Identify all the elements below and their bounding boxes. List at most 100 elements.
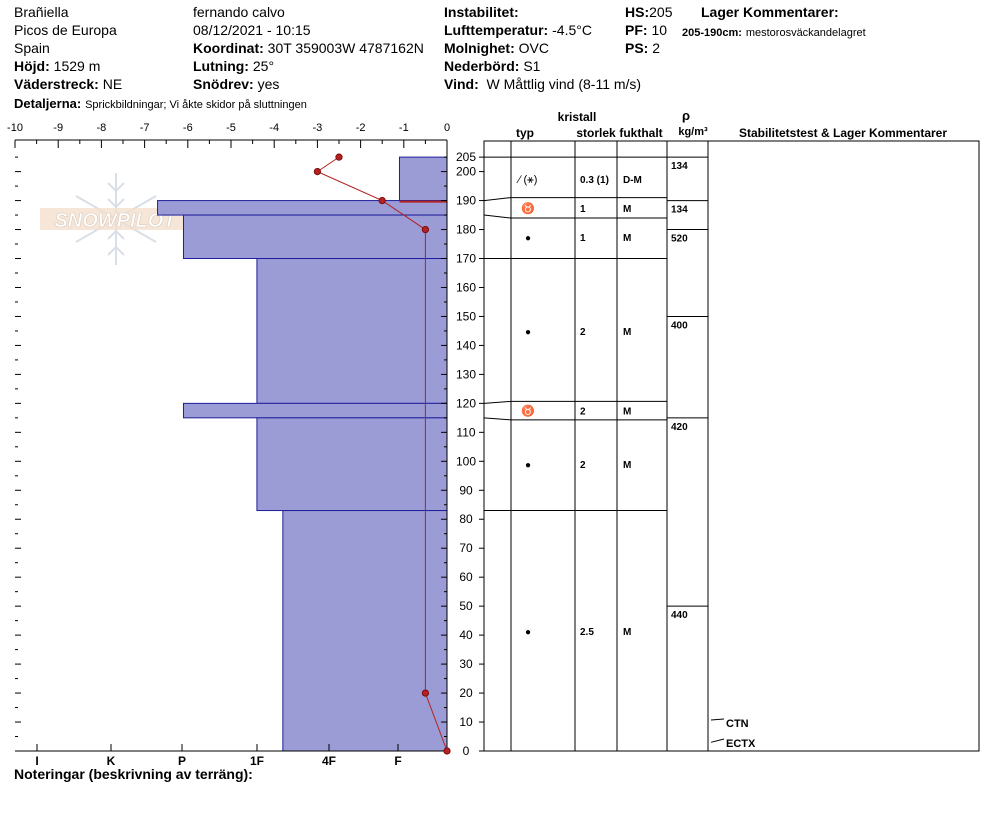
sky-cover-value: OVC [518, 40, 549, 56]
penetration-ski-label: PS: [625, 40, 649, 56]
layer-size: 0.3 (1) [580, 175, 609, 186]
layer-wetness: M [623, 233, 631, 244]
sky-cover: Molnighet: OVC [444, 40, 549, 57]
hardness-label: F [394, 754, 401, 768]
coordinates-label: Koordinat: [193, 40, 264, 56]
snow-drift-value: yes [257, 76, 280, 92]
temperature-point [335, 153, 343, 161]
details-label: Detaljerna: [14, 96, 82, 111]
table-frame [483, 140, 980, 752]
layer-connector [483, 214, 512, 219]
height-label: 140 [456, 338, 476, 352]
height-label: 90 [459, 483, 473, 497]
layer-comments-title: Lager Kommentarer: [701, 4, 839, 20]
hardness-bar-2 [182, 214, 448, 260]
notes-label: Noteringar (beskrivning av terräng): [14, 766, 253, 782]
aspect-value: NE [102, 76, 123, 92]
layer-table: kristall typ storlek fukthalt ρ kg/m³ Stabilit… [483, 108, 980, 752]
height-label: 200 [456, 165, 476, 179]
temp-tick-label: -3 [313, 122, 323, 134]
snow-drift: Snödrev: yes [193, 76, 279, 93]
air-temperature-label: Lufttemperatur: [444, 22, 549, 38]
chart-axes: -10 -9 -8 -7 -6 -5 -4 -3 -2 -1 0I K P 1F 4F F2052001901… [7, 122, 484, 768]
location-name: Brañiella [14, 4, 69, 20]
layer-size: 1 [580, 204, 586, 215]
temp-tick-label: -8 [97, 122, 107, 134]
slope: Lutning: 25° [193, 58, 274, 75]
height-label: 70 [459, 541, 473, 555]
elevation-value: 1529 m [53, 58, 101, 74]
temperature-point [421, 689, 429, 697]
header-stability: Stabilitetstest & Lager Kommentarer [739, 126, 947, 140]
observation-datetime: 08/12/2021 - 10:15 [193, 22, 311, 38]
wind: Vind: W Måttlig vind (8-11 m/s) [444, 76, 641, 93]
layer-wetness: M [623, 627, 631, 638]
hardness-bar-0 [398, 156, 448, 202]
height-label: 60 [459, 570, 473, 584]
sky-cover-label: Molnighet: [444, 40, 515, 56]
layer-comment-text: mestorosväckandelagret [745, 27, 866, 39]
height-label: 0 [463, 744, 470, 758]
elevation: Höjd: 1529 m [14, 58, 100, 75]
layer-wetness: M [623, 327, 631, 338]
temperature-point [421, 225, 429, 234]
layer-wetness: M [623, 460, 631, 471]
observer-name: fernando calvo [193, 4, 285, 20]
slope-value: 25° [252, 58, 275, 74]
layer-type: ♉ [521, 405, 535, 418]
layer-type: ∕ (⚹) [516, 174, 538, 186]
instability-label: Instabilitet: [444, 4, 519, 20]
height-label: 190 [456, 194, 476, 208]
header-wetness: fukthalt [619, 126, 662, 140]
layer-type: ♉ [521, 202, 535, 215]
temp-tick-label: -1 [399, 122, 409, 134]
penetration-foot-value: 10 [651, 22, 668, 38]
layer-size: 2 [580, 407, 586, 418]
layer-type: ● [525, 627, 531, 638]
snow-drift-label: Snödrev: [193, 76, 254, 92]
wind-label: Vind: [444, 76, 479, 92]
temperature-point [313, 168, 321, 176]
height-label: 150 [456, 309, 476, 323]
elevation-label: Höjd: [14, 58, 50, 74]
temp-tick-label: 0 [444, 122, 450, 134]
layer-size: 1 [580, 233, 586, 244]
density-value: 520 [671, 234, 688, 245]
layer-type: ● [525, 460, 531, 471]
layer-size: 2.5 [580, 627, 594, 638]
height-label: 170 [456, 252, 476, 266]
test-pointer [710, 718, 725, 721]
height-label: 50 [459, 599, 473, 613]
hardness-bar-3 [256, 258, 448, 404]
hardness-bar-5 [256, 417, 448, 512]
density-value: 134 [671, 161, 688, 172]
hardness-label: P [178, 754, 186, 768]
hardness-label: K [107, 754, 116, 768]
temperature-line [316, 156, 448, 752]
snowpilot-logo: SNOWPILOT [40, 173, 190, 265]
height-label: 180 [456, 223, 476, 237]
test-label: CTN [726, 718, 749, 730]
slope-label: Lutning: [193, 58, 249, 74]
header-crystal: kristall [558, 110, 597, 124]
header-type: typ [516, 126, 534, 140]
logo-text: SNOWPILOT [54, 210, 177, 232]
penetration-foot-label: PF: [625, 22, 648, 38]
precipitation-label: Nederbörd: [444, 58, 520, 74]
wind-value: W Måttlig vind (8-11 m/s) [486, 76, 642, 92]
hardness-label: I [35, 754, 38, 768]
layer-connector [483, 417, 512, 421]
header-rho: ρ [682, 108, 690, 123]
layer-connector [483, 197, 512, 202]
precipitation: Nederbörd: S1 [444, 58, 540, 75]
temp-tick-label: -7 [140, 122, 150, 134]
penetration-ski: PS: 2 [625, 40, 660, 57]
temperature-point [443, 747, 451, 755]
height-label: 130 [456, 367, 476, 381]
temperature-point [378, 196, 386, 205]
density-value: 134 [671, 205, 688, 216]
hardness-bar-4 [182, 402, 448, 419]
header-density-unit: kg/m³ [678, 126, 708, 138]
hardness-bar-6 [282, 510, 448, 752]
layer-connector [483, 400, 512, 404]
